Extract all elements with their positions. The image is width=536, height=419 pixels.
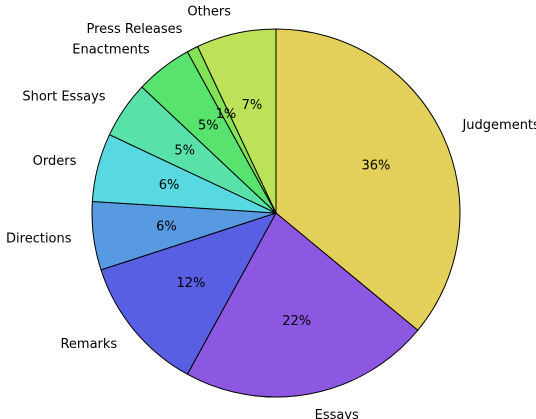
value-label-orders: 6% [159,178,180,193]
pie-slice-essays [186,212,419,398]
value-label-press-releases: 1% [216,107,237,122]
category-label-others: Others [187,4,231,19]
pie-slice-others [196,28,277,214]
value-label-enactments: 5% [198,118,219,133]
category-label-judgements: Judgements [461,118,536,133]
category-label-orders: Orders [33,154,77,169]
category-label-directions: Directions [6,231,72,246]
slices-layer [91,28,461,398]
value-label-remarks: 12% [176,276,205,291]
category-label-remarks: Remarks [60,337,117,352]
value-label-judgements: 36% [361,158,390,173]
value-label-short-essays: 5% [174,143,195,158]
category-label-essays: Essays [315,408,359,419]
category-label-short-essays: Short Essays [22,90,105,105]
value-label-essays: 22% [282,314,311,329]
pie-slice-remarks [100,212,278,375]
value-label-others: 7% [242,98,263,113]
pie-slice-judgements [275,28,461,331]
category-label-enactments: Enactments [72,43,150,58]
value-label-directions: 6% [156,219,177,234]
labels-layer: 36% Judgements 22% Essays 12% Remarks 6% Direct… [6,4,536,419]
category-label-press-releases: Press Releases [87,22,183,37]
